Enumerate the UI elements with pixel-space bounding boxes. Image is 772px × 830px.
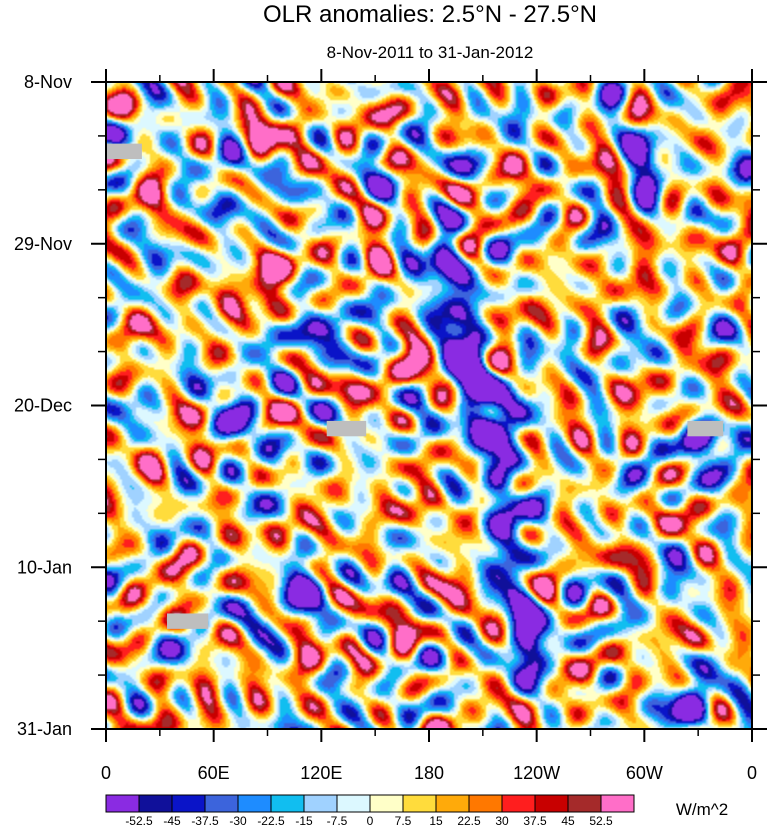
x-tick-label: 60E xyxy=(198,763,230,783)
colorbar-level-label: -7.5 xyxy=(327,814,348,828)
colorbar-swatch xyxy=(435,794,470,813)
colorbar-swatch xyxy=(501,794,536,813)
colorbar-swatch xyxy=(402,794,437,813)
colorbar-swatch xyxy=(336,794,371,813)
colorbar-level-label: 45 xyxy=(561,814,575,828)
missing-data-layer xyxy=(106,143,724,629)
colorbar: -52.5 -45 -37.5 -30 -22.5 -15 -7.5 0 7.5 15 22.5 30… xyxy=(105,794,635,828)
x-tick-label: 0 xyxy=(747,763,757,783)
missing-data-patch xyxy=(167,613,209,629)
colorbar-swatch xyxy=(468,794,503,813)
colorbar-level-label: -15 xyxy=(295,814,313,828)
x-tick-label: 0 xyxy=(101,763,111,783)
colorbar-swatch xyxy=(303,794,338,813)
colorbar-swatch xyxy=(534,794,569,813)
colorbar-swatch xyxy=(600,794,635,813)
colorbar-level-label: 22.5 xyxy=(457,814,481,828)
missing-data-patch xyxy=(326,420,367,437)
units-label: W/m^2 xyxy=(676,800,728,819)
colorbar-swatch xyxy=(237,794,272,813)
colorbar-level-label: 30 xyxy=(495,814,509,828)
colorbar-level-label: 0 xyxy=(367,814,374,828)
chart-title: OLR anomalies: 2.5°N - 27.5°N xyxy=(263,1,597,28)
plot-area xyxy=(105,81,753,730)
y-tick-label: 20-Dec xyxy=(14,396,72,416)
colorbar-level-label: 7.5 xyxy=(395,814,412,828)
y-tick-label: 29-Nov xyxy=(14,234,72,254)
anomaly-field xyxy=(106,82,752,729)
colorbar-level-label: -45 xyxy=(163,814,181,828)
x-axis: 0 60E 120E 180 120W 60W 0 xyxy=(101,69,757,783)
missing-data-patch xyxy=(106,143,142,160)
colorbar-level-label: 15 xyxy=(429,814,443,828)
x-tick-label: 120W xyxy=(513,763,560,783)
x-tick-label: 60W xyxy=(626,763,663,783)
colorbar-swatch xyxy=(204,794,239,813)
y-tick-label: 10-Jan xyxy=(17,557,72,577)
x-tick-label: 120E xyxy=(300,763,342,783)
y-tick-label: 31-Jan xyxy=(17,719,72,739)
x-tick-label: 180 xyxy=(414,763,444,783)
colorbar-level-label: 37.5 xyxy=(523,814,547,828)
colorbar-level-label: 52.5 xyxy=(589,814,613,828)
colorbar-swatch xyxy=(369,794,404,813)
colorbar-swatch xyxy=(270,794,305,813)
y-tick-label: 8-Nov xyxy=(24,72,72,92)
colorbar-level-label: -37.5 xyxy=(191,814,219,828)
missing-data-patch xyxy=(687,420,724,437)
chart-subtitle: 8-Nov-2011 to 31-Jan-2012 xyxy=(327,43,534,62)
colorbar-swatch xyxy=(138,794,173,813)
colorbar-swatch xyxy=(105,794,140,813)
colorbar-swatch xyxy=(567,794,602,813)
colorbar-swatch xyxy=(171,794,206,813)
y-axis: 8-Nov 29-Nov 20-Dec 10-Jan 31-Jan xyxy=(14,72,767,739)
colorbar-level-label: -52.5 xyxy=(125,814,153,828)
colorbar-level-label: -22.5 xyxy=(257,814,285,828)
colorbar-level-label: -30 xyxy=(229,814,247,828)
